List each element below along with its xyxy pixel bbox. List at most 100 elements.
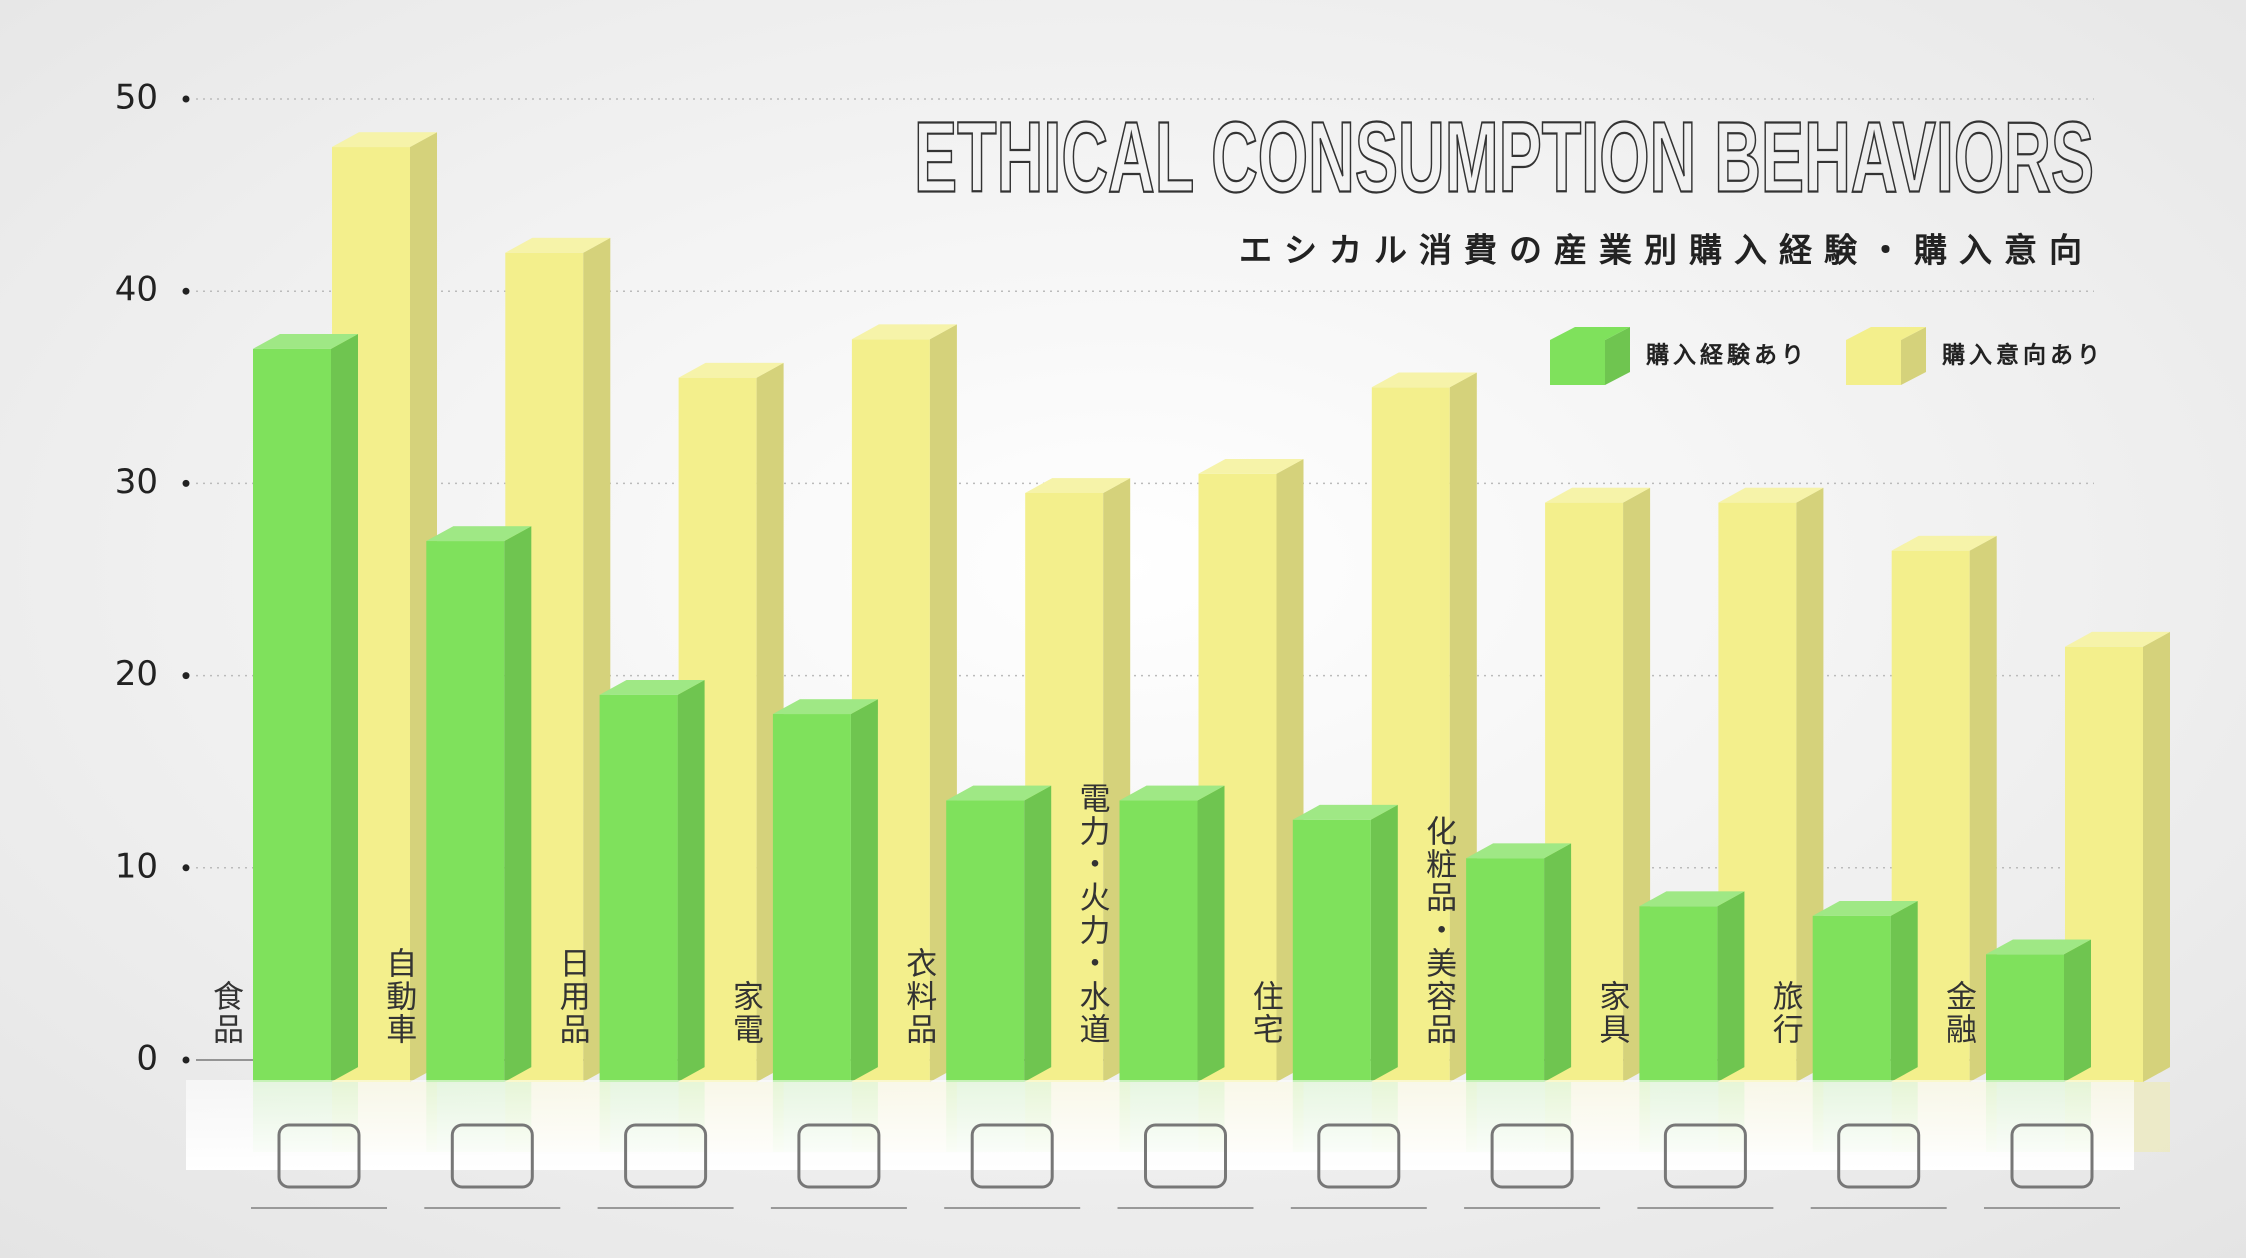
x-tick-label: 日用品 (554, 947, 591, 1046)
bar-top-shine (1466, 843, 1572, 859)
category-icon (2010, 1123, 2094, 1189)
tick-mark (182, 479, 190, 487)
bar-top-shine (599, 679, 705, 695)
y-tick-label: 30 (115, 462, 158, 502)
x-tick-label: 電力・火力・水道 (1074, 782, 1110, 1046)
x-tick-label: 化粧品・美容品 (1420, 815, 1457, 1046)
bar (599, 694, 678, 1082)
bar (1639, 906, 1718, 1082)
category-icon (277, 1123, 361, 1189)
bar-top-shine (772, 699, 878, 715)
bar-top-shine (1812, 901, 1918, 916)
bar-side-shade (1544, 843, 1572, 1082)
bar-top (253, 334, 358, 349)
legend-swatch (1550, 340, 1605, 385)
bar (1292, 819, 1371, 1082)
tick-mark (182, 287, 190, 295)
bar-top-shine (851, 324, 957, 340)
x-tick-label: 衣料品 (900, 947, 937, 1046)
bar-top-shine (678, 362, 784, 378)
bar-side-shade (850, 699, 878, 1082)
bar (772, 714, 851, 1082)
y-tick-label: 50 (115, 78, 158, 118)
bar-side-shade (1370, 804, 1398, 1082)
bar-top (505, 237, 611, 253)
bar-top (426, 526, 532, 542)
x-tick-label: 家電 (727, 980, 763, 1046)
bar-side-shade (504, 526, 532, 1082)
bar-top-shine (253, 334, 358, 349)
bar-side (331, 334, 358, 1082)
legend-swatch-shade (1901, 327, 1926, 385)
bar-side (850, 699, 878, 1082)
legend-swatch-top (1846, 327, 1926, 340)
x-tick-label: 旅行 (1767, 980, 1804, 1046)
x-tick-label: 家具 (1593, 980, 1629, 1046)
bar (1119, 800, 1198, 1082)
bar-top (1891, 535, 1997, 551)
bar-top-shine (1119, 785, 1225, 801)
bar-side-shade (1890, 901, 1918, 1082)
bar-top (1119, 785, 1225, 801)
y-tick-label: 10 (115, 846, 158, 886)
bar (1986, 954, 2064, 1082)
bar-top (1198, 458, 1304, 474)
x-tick-label: 金融 (1940, 980, 1977, 1046)
y-tick-label: 40 (115, 270, 158, 310)
bar-top (1718, 487, 1824, 503)
tick-mark (182, 1056, 190, 1064)
bar-top (1812, 901, 1918, 916)
bar-top-shine (1986, 939, 2091, 955)
bar-top (332, 132, 437, 148)
bar-side (1890, 901, 1918, 1082)
category-icon (1837, 1123, 1921, 1189)
tick-mark (182, 95, 190, 103)
category-icon (970, 1123, 1054, 1189)
tick-mark (182, 864, 190, 872)
bar-group (1025, 478, 1131, 1152)
bar-top-shine (1292, 804, 1398, 820)
bar-side (677, 679, 705, 1082)
bar-top-shine (2065, 631, 2170, 647)
bar (946, 800, 1025, 1082)
bar-top (1371, 372, 1477, 388)
bar-top (772, 699, 878, 715)
bar-side (1544, 843, 1572, 1082)
bar-top-shine (1025, 478, 1131, 494)
bar-side (2064, 939, 2091, 1082)
legend-label: 購入意向あり (1942, 342, 2104, 369)
bar-side-shade (1969, 535, 1997, 1082)
bar-top-shine (505, 237, 611, 253)
bar-group (2065, 631, 2170, 1152)
bar-side (1969, 535, 1997, 1082)
bar (1466, 858, 1545, 1082)
bar-group (253, 334, 358, 1152)
bar-top (678, 362, 784, 378)
bar-side-shade (331, 334, 358, 1082)
bar-top-shine (946, 785, 1052, 801)
legend-swatch-top (1550, 327, 1630, 340)
bar-side-shade (2064, 939, 2091, 1082)
bar-top (1025, 478, 1131, 494)
bar-side (1717, 891, 1745, 1082)
bar-top (851, 324, 957, 340)
bar-side (1197, 785, 1225, 1082)
bar-top-shine (426, 526, 532, 542)
bar-side-shade (677, 679, 705, 1082)
bar-top (1639, 891, 1745, 907)
bar-top (2065, 631, 2170, 647)
bar-side-shade (1717, 891, 1745, 1082)
legend-swatch-shade (1605, 327, 1630, 385)
tick-mark (182, 672, 190, 680)
bar-side-shade (1197, 785, 1225, 1082)
category-icon (797, 1123, 881, 1189)
bar-top (946, 785, 1052, 801)
bar-top-shine (1371, 372, 1477, 388)
category-icon (450, 1123, 534, 1189)
bar-group (1119, 785, 1225, 1152)
bar-side-shade (1024, 785, 1052, 1082)
legend-swatch-side (1901, 327, 1926, 385)
bar-side (1370, 804, 1398, 1082)
bar (1812, 915, 1891, 1082)
y-tick-label: 20 (115, 654, 158, 694)
